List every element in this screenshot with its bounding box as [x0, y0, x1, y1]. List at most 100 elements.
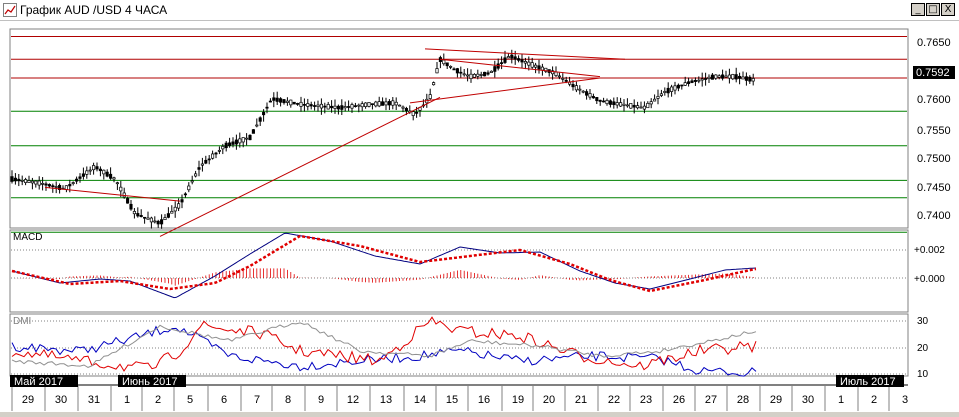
price-candle-body: [693, 79, 697, 82]
price-candle-body: [333, 105, 337, 109]
price-candle-body: [540, 66, 544, 71]
di-minus-line: [11, 316, 757, 372]
price-candle-body: [177, 203, 181, 209]
price-candle-body: [598, 99, 602, 102]
price-candle-body: [642, 105, 646, 110]
trend-line: [44, 186, 181, 202]
price-candle-body: [105, 171, 109, 177]
time-axis-day-label: 2: [155, 394, 161, 406]
time-axis-day-label: 20: [543, 394, 555, 406]
price-candle-body: [194, 173, 198, 177]
maximize-button[interactable]: □: [926, 3, 940, 16]
price-candle-body: [557, 75, 561, 78]
price-candle-body: [353, 105, 357, 107]
price-candle-body: [143, 216, 147, 219]
price-candle-body: [629, 103, 633, 109]
price-candle-body: [653, 98, 657, 102]
month-badge: [10, 375, 78, 387]
price-candle-body: [530, 62, 534, 68]
price-candle-body: [391, 100, 395, 106]
price-axis-label: 0.7450: [917, 182, 951, 194]
price-candle-body: [245, 137, 249, 140]
price-candle-body: [211, 153, 215, 159]
price-candle-body: [680, 84, 684, 87]
price-candle-body: [574, 85, 578, 91]
price-candle-body: [707, 76, 711, 79]
price-candle-body: [275, 97, 279, 102]
price-candle-body: [591, 96, 595, 99]
price-candle-body: [744, 76, 748, 81]
chart-area[interactable]: 0.7650 0.7600 0.7550 0.7500 0.7450 0.740…: [0, 21, 959, 412]
trend-line: [409, 77, 601, 104]
price-candle-body: [551, 70, 555, 75]
price-candle-body: [404, 108, 408, 112]
dmi-indicator: [11, 316, 907, 377]
price-candle-body: [483, 71, 487, 77]
price-candle-body: [98, 168, 102, 172]
price-candle-body: [136, 213, 140, 217]
price-candle-body: [527, 61, 531, 66]
price-candle-body: [234, 139, 238, 145]
time-axis-day-label: 15: [446, 394, 458, 406]
price-candle-body: [316, 104, 320, 107]
price-candle-body: [523, 61, 527, 64]
price-candle-body: [452, 68, 456, 71]
price-candle-body: [258, 117, 262, 122]
price-candle-body: [214, 152, 218, 155]
price-candle-body: [272, 97, 276, 101]
price-candle-body: [343, 106, 347, 109]
price-candle-body: [411, 111, 415, 116]
price-candle-body: [717, 75, 721, 78]
price-candle-body: [54, 186, 58, 188]
price-candle-body: [595, 97, 599, 102]
time-axis-day-label: 9: [318, 394, 324, 406]
time-axis-day-label: 19: [512, 394, 524, 406]
price-candle-body: [126, 198, 130, 204]
price-candle-body: [683, 82, 687, 86]
close-button[interactable]: X: [941, 3, 955, 16]
price-candle-body: [58, 185, 62, 190]
time-axis-day-label: 29: [770, 394, 782, 406]
price-candle-body: [129, 203, 133, 210]
price-candle-body: [697, 79, 701, 82]
price-candle-body: [163, 217, 167, 221]
macd-indicator: [11, 232, 907, 299]
price-candle-body: [649, 101, 653, 105]
window-title: График AUD /USD 4 ЧАСА: [20, 3, 168, 17]
price-candle-body: [619, 102, 623, 107]
price-chart[interactable]: 0.7650 0.7600 0.7550 0.7500 0.7450 0.740…: [0, 21, 959, 412]
price-candle-body: [741, 76, 745, 80]
time-axis-day-label: 13: [380, 394, 392, 406]
price-candle-body: [78, 176, 82, 179]
price-candle-body: [17, 178, 21, 182]
price-candle-body: [489, 70, 493, 73]
price-candle-body: [687, 81, 691, 84]
time-axis-day-label: 27: [705, 394, 717, 406]
price-candle-body: [279, 98, 283, 103]
price-candle-body: [561, 78, 565, 80]
minimize-button[interactable]: _: [911, 3, 925, 16]
price-candle-body: [95, 166, 99, 170]
trend-line: [439, 58, 601, 78]
price-candle-body: [85, 170, 89, 175]
time-axis-day-label: 6: [221, 394, 227, 406]
price-candle-body: [44, 183, 48, 186]
price-candle-body: [34, 180, 38, 185]
price-axis-label: 0.7500: [917, 153, 951, 165]
price-candle-body: [663, 91, 667, 93]
price-candle-body: [612, 101, 616, 106]
price-candle-body: [241, 137, 245, 143]
price-candle-body: [469, 73, 473, 80]
trend-lines: [44, 48, 626, 237]
price-candle-body: [262, 111, 266, 116]
price-candle-body: [513, 56, 517, 60]
price-candle-body: [340, 105, 344, 110]
time-axis-month-label: Май 2017: [14, 376, 63, 388]
current-price-badge: [913, 66, 955, 79]
adx-line: [11, 322, 757, 368]
current-price-label: 0.7592: [916, 67, 950, 79]
price-candle-body: [41, 183, 45, 185]
price-candle-body: [676, 84, 680, 89]
trend-line: [159, 96, 441, 237]
time-axis-day-label: 14: [414, 394, 426, 406]
